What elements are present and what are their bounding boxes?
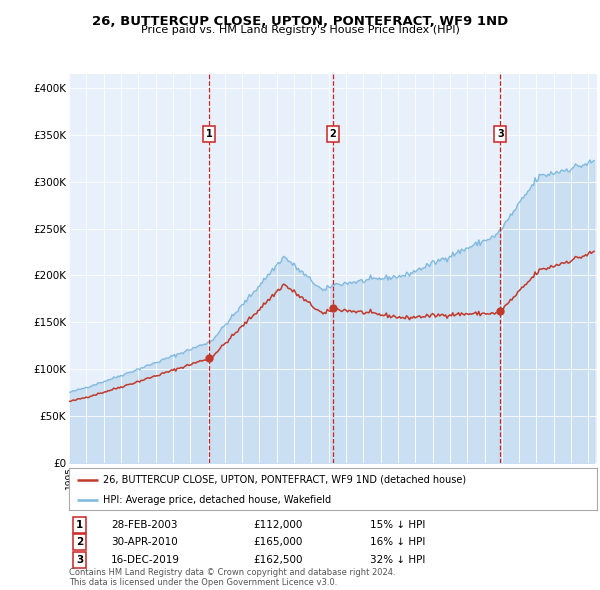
Text: £162,500: £162,500 <box>254 555 303 565</box>
Text: HPI: Average price, detached house, Wakefield: HPI: Average price, detached house, Wake… <box>103 495 331 504</box>
Text: Contains HM Land Registry data © Crown copyright and database right 2024.
This d: Contains HM Land Registry data © Crown c… <box>69 568 395 587</box>
Text: 15% ↓ HPI: 15% ↓ HPI <box>370 520 425 530</box>
Text: £165,000: £165,000 <box>254 537 303 547</box>
Text: 16-DEC-2019: 16-DEC-2019 <box>111 555 180 565</box>
Text: 1: 1 <box>206 129 212 139</box>
Text: Price paid vs. HM Land Registry's House Price Index (HPI): Price paid vs. HM Land Registry's House … <box>140 25 460 35</box>
Text: 28-FEB-2003: 28-FEB-2003 <box>111 520 178 530</box>
Text: 26, BUTTERCUP CLOSE, UPTON, PONTEFRACT, WF9 1ND: 26, BUTTERCUP CLOSE, UPTON, PONTEFRACT, … <box>92 15 508 28</box>
Text: 3: 3 <box>76 555 83 565</box>
Text: 3: 3 <box>497 129 504 139</box>
Text: 1: 1 <box>76 520 83 530</box>
Text: 2: 2 <box>329 129 337 139</box>
Text: 32% ↓ HPI: 32% ↓ HPI <box>370 555 425 565</box>
Text: 26, BUTTERCUP CLOSE, UPTON, PONTEFRACT, WF9 1ND (detached house): 26, BUTTERCUP CLOSE, UPTON, PONTEFRACT, … <box>103 475 466 485</box>
Text: 30-APR-2010: 30-APR-2010 <box>111 537 178 547</box>
Text: £112,000: £112,000 <box>254 520 303 530</box>
Text: 2: 2 <box>76 537 83 547</box>
Text: 16% ↓ HPI: 16% ↓ HPI <box>370 537 425 547</box>
